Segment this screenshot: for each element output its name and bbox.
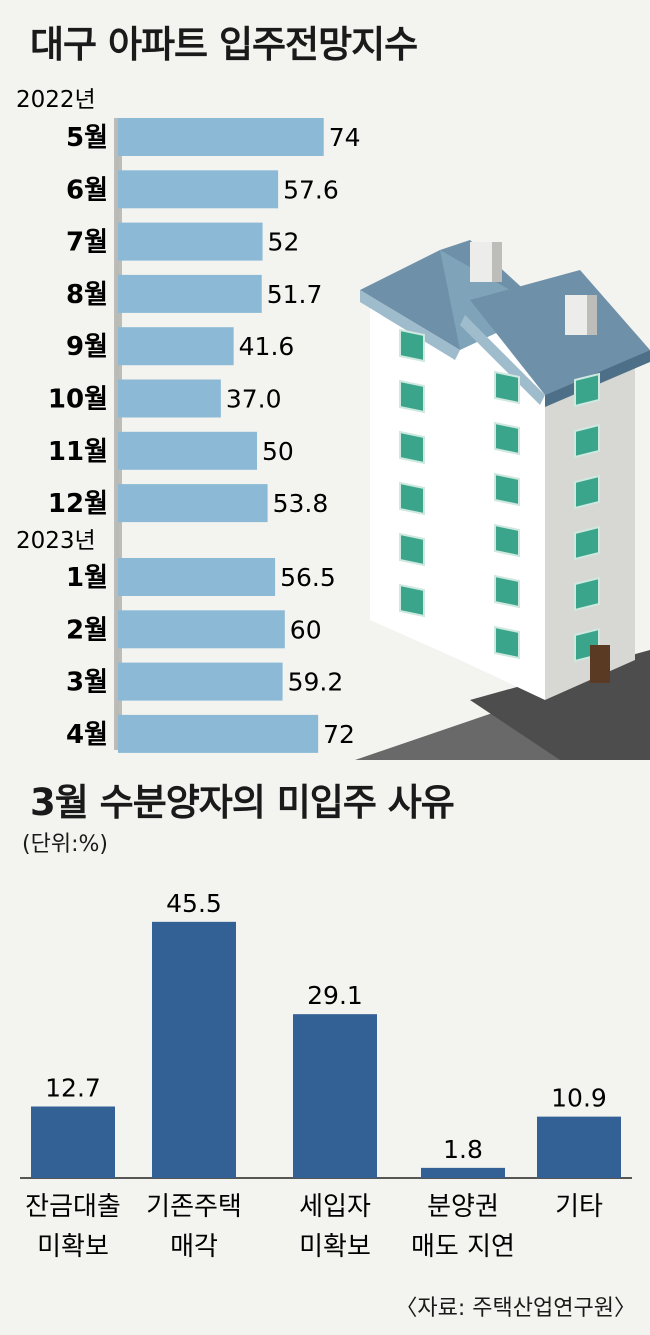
category-label: 12월 [48, 489, 108, 519]
vbar [421, 1167, 505, 1178]
vbar [293, 1014, 377, 1178]
value-label: 37.0 [226, 385, 282, 414]
value-label: 52 [268, 228, 300, 257]
category-label: 기타 [555, 1192, 603, 1222]
year-label: 2022년 [16, 87, 96, 113]
hbar [118, 714, 319, 753]
value-label: 50 [262, 437, 294, 466]
building-window [574, 423, 600, 459]
value-label: 57.6 [283, 175, 339, 204]
building-window [399, 379, 425, 414]
building-window [494, 523, 520, 558]
apartment-building-illustration [355, 240, 650, 760]
category-label: 미확보 [37, 1232, 109, 1262]
building-window [399, 532, 425, 567]
value-label: 1.8 [443, 1135, 483, 1164]
building-window [494, 625, 520, 660]
hbar [118, 431, 257, 470]
value-label: 74 [329, 123, 361, 152]
unit-label: (단위:%) [22, 832, 108, 857]
building-window [574, 474, 600, 510]
value-label: 10.9 [551, 1084, 607, 1113]
value-label: 12.7 [45, 1073, 101, 1102]
hbar [118, 662, 283, 701]
hbar [118, 379, 221, 418]
hbar [118, 484, 268, 523]
y-axis-line [116, 118, 119, 750]
value-label: 60 [290, 615, 322, 644]
chart-title-housing-index: 대구 아파트 입주전망지수 [30, 23, 418, 66]
category-label: 잔금대출 [25, 1192, 121, 1222]
value-label: 45.5 [166, 889, 222, 918]
value-label: 72 [323, 720, 355, 749]
year-label: 2023년 [16, 528, 96, 554]
vbar [537, 1116, 621, 1178]
value-label: 29.1 [307, 981, 363, 1010]
category-label: 기존주택 [146, 1192, 242, 1222]
category-label: 6월 [66, 175, 108, 205]
vbar [152, 921, 236, 1178]
building-window [574, 372, 600, 408]
building-window [399, 328, 425, 363]
category-label: 7월 [66, 228, 108, 258]
category-label: 분양권 [427, 1192, 499, 1222]
building-window [494, 472, 520, 507]
chart-title-non-occupancy-reasons: 3월 수분양자의 미입주 사유 [30, 781, 455, 824]
category-label: 3월 [66, 668, 108, 698]
building-window [399, 430, 425, 465]
category-label: 5월 [66, 123, 108, 153]
hbar [118, 222, 263, 261]
building-window [494, 574, 520, 609]
category-label: 9월 [66, 332, 108, 362]
category-label: 세입자 [299, 1192, 371, 1222]
hbar [118, 274, 262, 313]
category-label: 매각 [170, 1232, 218, 1262]
building-window [399, 481, 425, 516]
hbar [118, 118, 324, 156]
category-label: 2월 [66, 615, 108, 645]
hbar [118, 558, 276, 596]
category-label: 11월 [48, 437, 108, 467]
value-label: 56.5 [280, 563, 336, 592]
value-label: 59.2 [288, 668, 344, 697]
value-label: 41.6 [239, 332, 295, 361]
hbar [118, 610, 285, 649]
category-label: 매도 지연 [411, 1232, 515, 1262]
building-window [574, 525, 600, 561]
vbar [31, 1106, 115, 1178]
building-window [399, 583, 425, 618]
building-window [494, 370, 520, 405]
hbar [118, 327, 234, 366]
category-label: 8월 [66, 280, 108, 310]
value-label: 53.8 [273, 489, 329, 518]
category-label: 4월 [66, 720, 108, 750]
hbar [118, 170, 279, 209]
building-window [574, 576, 600, 612]
category-label: 10월 [48, 385, 108, 415]
building-window [494, 421, 520, 456]
source-label: 〈자료: 주택산업연구원〉 [395, 1296, 636, 1321]
category-label: 1월 [66, 563, 108, 593]
value-label: 51.7 [267, 280, 323, 309]
category-label: 미확보 [299, 1232, 371, 1262]
